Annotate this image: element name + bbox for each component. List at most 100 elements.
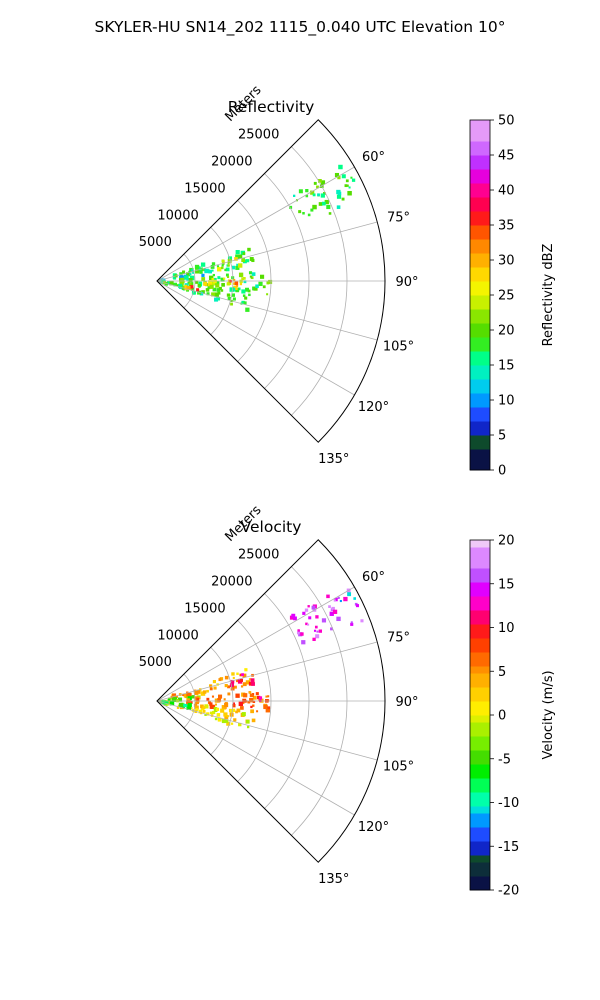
echo-gate xyxy=(190,285,194,289)
echo-gate xyxy=(220,277,225,282)
echo-gate xyxy=(187,703,191,707)
echo-gate xyxy=(246,725,250,729)
echo-gate xyxy=(202,709,206,713)
colorbar-tick-label: 10 xyxy=(498,394,515,409)
echo-gate xyxy=(262,285,266,289)
echo-gate xyxy=(224,268,227,272)
echo-gate xyxy=(212,710,216,715)
colorbar-swatch xyxy=(470,134,490,142)
echo-gate xyxy=(179,275,184,280)
echo-gate xyxy=(191,695,196,699)
echo-gate xyxy=(242,673,247,678)
echo-gate xyxy=(249,257,254,261)
echo-gate xyxy=(182,270,186,274)
echo-gate xyxy=(221,719,226,724)
echo-gate xyxy=(235,693,240,698)
echo-gate xyxy=(312,204,317,210)
colorbar-swatch xyxy=(470,778,490,786)
echo-gate xyxy=(167,700,171,705)
echo-gate xyxy=(206,697,210,701)
echo-gate xyxy=(176,284,179,287)
colorbar-swatch xyxy=(470,176,490,184)
echo-gate xyxy=(341,174,346,179)
echo-gate xyxy=(196,288,200,292)
echo-gate xyxy=(209,702,213,706)
colorbar-swatch xyxy=(470,876,490,884)
echo-gate xyxy=(202,690,207,694)
azimuth-tick-label: 60° xyxy=(362,570,385,585)
echo-gate xyxy=(252,700,256,703)
azimuth-tick-label: 90° xyxy=(395,275,418,290)
colorbar-swatch xyxy=(470,764,490,772)
echo-gate xyxy=(321,618,327,623)
echo-gate xyxy=(171,693,177,698)
colorbar-tick-label: 10 xyxy=(498,621,515,636)
colorbar-swatch xyxy=(470,463,490,471)
echo-gate xyxy=(256,710,259,713)
echo-gate xyxy=(188,270,191,273)
echo-gate xyxy=(161,700,166,705)
echo-gate xyxy=(245,307,250,312)
echo-gate xyxy=(209,284,214,289)
echo-gate xyxy=(249,275,252,278)
colorbar-swatch xyxy=(470,715,490,723)
echo-gate xyxy=(239,673,243,677)
echo-gate xyxy=(355,604,360,608)
echo-gate xyxy=(231,265,236,270)
echo-gate xyxy=(329,611,334,616)
echo-gate xyxy=(183,703,188,708)
echo-gate xyxy=(315,634,320,639)
echo-gate xyxy=(178,698,181,702)
echo-gate xyxy=(318,179,322,183)
colorbar-tick-label: 45 xyxy=(498,149,515,164)
colorbar-swatch xyxy=(470,652,490,660)
echo-gate xyxy=(242,277,246,280)
colorbar: -20 -15 -10 -5 0 5 10 15 20 Velocity (m/s) xyxy=(469,534,556,899)
echo-gate xyxy=(190,707,193,710)
colorbar-tick-label: 0 xyxy=(498,464,506,479)
echo-gate xyxy=(191,287,195,291)
echo-gate xyxy=(235,250,240,255)
echo-gate xyxy=(241,712,246,717)
echo-gate xyxy=(227,685,230,689)
colorbar-swatch xyxy=(470,309,490,317)
echo-gate xyxy=(258,696,263,700)
echo-gate xyxy=(336,205,341,209)
colorbar-swatch xyxy=(470,127,490,135)
echo-gate xyxy=(214,703,218,706)
echo-gate xyxy=(235,265,240,270)
echo-gate xyxy=(242,682,247,687)
range-tick-label: 5000 xyxy=(139,655,172,670)
echo-gate xyxy=(209,704,214,709)
echo-gate xyxy=(229,682,234,688)
echo-gate xyxy=(333,599,336,602)
echo-gate xyxy=(301,640,306,645)
echo-gate xyxy=(320,193,325,198)
echo-gate xyxy=(224,703,229,708)
colorbar-swatch xyxy=(470,358,490,366)
echo-gate xyxy=(341,197,345,201)
echo-gate xyxy=(182,285,186,289)
colorbar-swatch xyxy=(470,568,490,576)
echo-gate xyxy=(226,275,230,279)
echo-gate xyxy=(310,208,314,212)
echo-gate xyxy=(313,181,317,185)
colorbar-swatch xyxy=(470,722,490,730)
echo-gate xyxy=(198,281,203,286)
echo-gate xyxy=(238,254,243,259)
azimuth-tick-label: 60° xyxy=(362,150,385,165)
echo-gate xyxy=(266,293,269,296)
echo-gate xyxy=(209,684,212,687)
echo-gate xyxy=(182,693,185,696)
echo-gate xyxy=(249,697,254,703)
echo-gate xyxy=(186,285,191,291)
echo-gate xyxy=(226,715,229,718)
echo-gate xyxy=(227,692,231,696)
echo-gate xyxy=(195,701,198,704)
echo-gate xyxy=(178,283,183,288)
colorbar-swatch xyxy=(470,701,490,709)
echo-gate xyxy=(345,179,349,183)
echo-gate xyxy=(186,272,191,277)
echo-gate xyxy=(237,263,243,268)
echo-gate xyxy=(217,276,221,280)
